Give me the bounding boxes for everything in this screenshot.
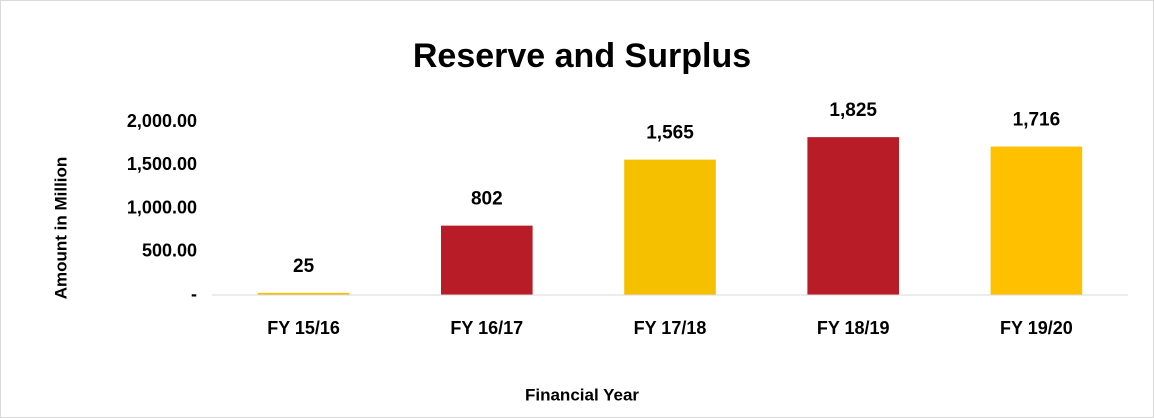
bar <box>990 146 1083 295</box>
bar <box>441 225 533 295</box>
y-tick-label: 1,000.00 <box>127 197 197 217</box>
x-tick-label: FY 17/18 <box>634 318 707 338</box>
x-tick-label: FY 19/20 <box>1000 318 1073 338</box>
data-label: 1,565 <box>646 123 694 144</box>
data-label: 802 <box>471 189 503 210</box>
chart-title: Reserve and Surplus <box>413 37 751 75</box>
data-label: 1,825 <box>829 100 877 121</box>
y-tick-label: 2,000.00 <box>127 111 197 131</box>
bar <box>807 137 899 295</box>
data-label: 25 <box>293 256 315 277</box>
x-tick-label: FY 15/16 <box>267 318 340 338</box>
x-tick-label: FY 16/17 <box>450 318 523 338</box>
x-tick-label: FY 18/19 <box>817 318 890 338</box>
y-tick-label: 500.00 <box>142 241 197 261</box>
data-label: 1,716 <box>1013 110 1061 131</box>
y-tick-label: 1,500.00 <box>127 154 197 174</box>
y-axis-label: Amount in Million <box>51 157 70 300</box>
y-tick-label: - <box>191 284 197 304</box>
bar <box>624 159 716 295</box>
bar <box>257 292 350 295</box>
x-axis-label: Financial Year <box>525 385 639 404</box>
